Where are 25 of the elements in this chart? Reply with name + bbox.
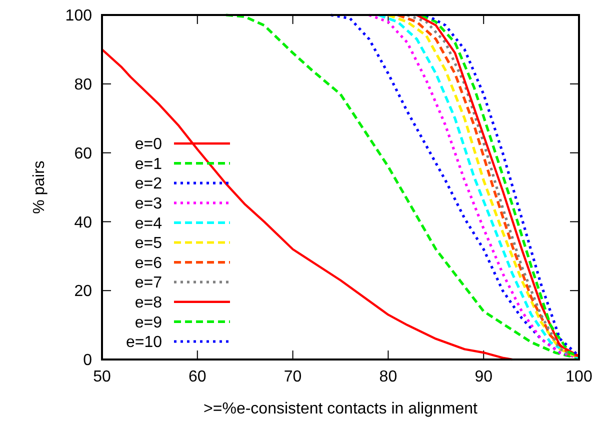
legend-label: e=6	[134, 254, 162, 272]
legend-label: e=1	[134, 156, 162, 173]
x-axis-title: >=%e-consistent contacts in alignment	[204, 400, 478, 418]
x-tick-label: 100	[566, 368, 592, 386]
y-tick-label: 60	[74, 145, 92, 162]
x-tick-label: 80	[379, 368, 398, 386]
y-tick-label: 100	[65, 8, 92, 25]
x-tick-label: 70	[284, 368, 302, 386]
y-tick-label: 20	[74, 283, 92, 300]
legend-label: e=0	[134, 136, 162, 154]
legend-label: e=4	[134, 215, 162, 232]
legend-label: e=7	[134, 274, 162, 292]
x-tick-label: 90	[474, 368, 493, 386]
legend-label: e=2	[134, 176, 162, 193]
x-tick-label: 60	[188, 368, 206, 386]
legend-label: e=8	[134, 294, 162, 312]
legend-label: e=3	[134, 196, 162, 212]
legend-label: e=5	[134, 235, 162, 252]
legend-label: e=9	[134, 314, 162, 332]
y-axis-title: % pairs	[31, 160, 48, 214]
x-tick-label: 50	[93, 368, 111, 386]
y-tick-label: 0	[83, 352, 92, 370]
y-tick-label: 40	[74, 214, 92, 232]
legend-label: e=10	[126, 334, 162, 352]
y-tick-label: 80	[74, 76, 92, 94]
